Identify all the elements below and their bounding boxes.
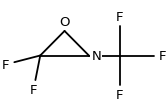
Text: F: F <box>116 88 123 101</box>
Text: F: F <box>116 11 123 24</box>
Text: F: F <box>2 58 9 71</box>
Text: F: F <box>159 50 166 62</box>
Text: O: O <box>59 16 70 29</box>
Text: F: F <box>30 84 37 97</box>
Text: N: N <box>91 50 101 62</box>
